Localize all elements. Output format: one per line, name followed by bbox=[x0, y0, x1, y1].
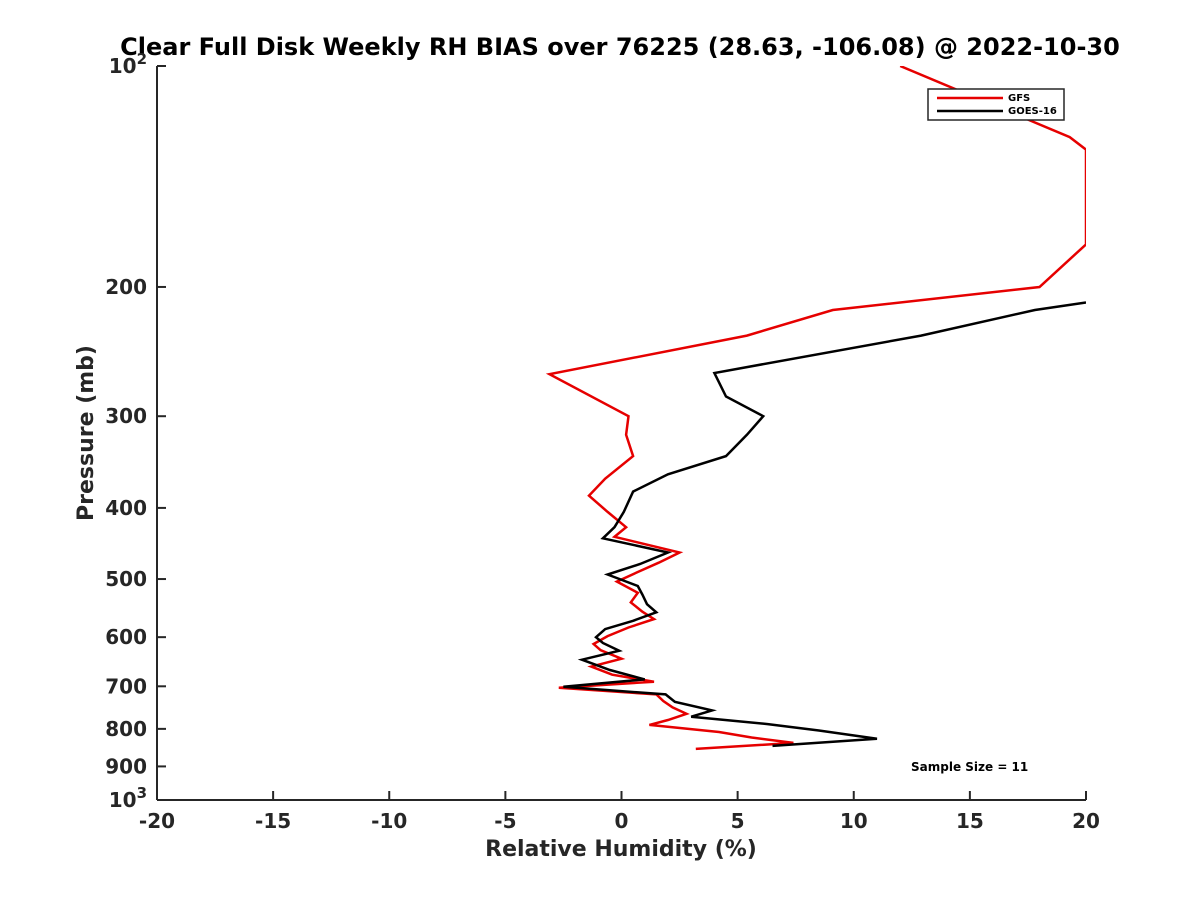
legend-box bbox=[927, 88, 1065, 121]
x-tick-label: -10 bbox=[371, 809, 407, 833]
chart-title: Clear Full Disk Weekly RH BIAS over 7622… bbox=[120, 33, 1120, 61]
x-tick-label: -15 bbox=[255, 809, 291, 833]
series-line-gfs bbox=[545, 66, 1086, 751]
legend-label-goes16: GOES-16 bbox=[1008, 106, 1057, 117]
y-tick-label: 300 bbox=[105, 404, 147, 428]
x-axis-label: Relative Humidity (%) bbox=[485, 837, 757, 862]
y-tick-label: 200 bbox=[105, 275, 147, 299]
y-axis-label: Pressure (mb) bbox=[74, 345, 99, 521]
x-tick-label: -20 bbox=[139, 809, 175, 833]
sample-size-annotation: Sample Size = 11 bbox=[911, 760, 1028, 774]
y-tick-label: 900 bbox=[105, 754, 147, 778]
y-tick-label: 800 bbox=[105, 717, 147, 741]
legend: GFS GOES-16 bbox=[927, 88, 1065, 121]
y-tick-label: 400 bbox=[105, 496, 147, 520]
y-tick-label: 700 bbox=[105, 674, 147, 698]
x-tick-label: -5 bbox=[494, 809, 516, 833]
y-tick-label: 102 bbox=[109, 50, 147, 78]
x-tick-label: 20 bbox=[1072, 809, 1100, 833]
series-line-goes16 bbox=[563, 301, 1086, 748]
y-tick-label: 500 bbox=[105, 567, 147, 591]
y-tick-label: 103 bbox=[109, 784, 147, 812]
x-tick-label: 10 bbox=[840, 809, 868, 833]
x-tick-label: 15 bbox=[956, 809, 984, 833]
x-tick-label: 5 bbox=[731, 809, 745, 833]
y-tick-label: 600 bbox=[105, 625, 147, 649]
x-tick-label: 0 bbox=[615, 809, 629, 833]
legend-label-gfs: GFS bbox=[1008, 93, 1030, 104]
